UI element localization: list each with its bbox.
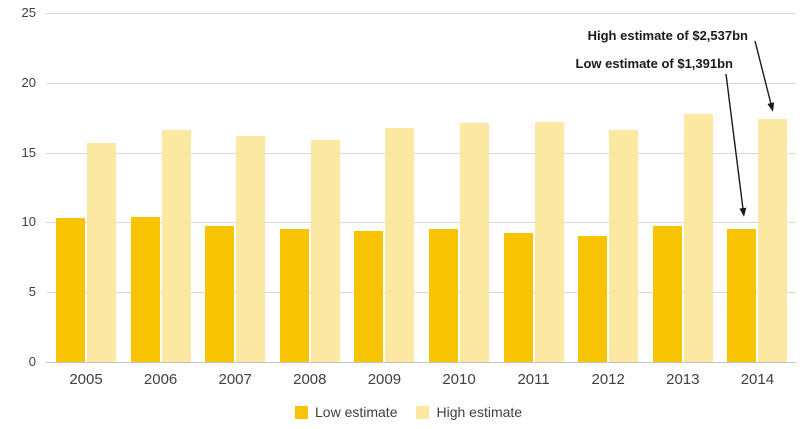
x-label-2013: 2013 [666,371,700,388]
bar-low-2011 [503,233,533,362]
bar-low-2007 [205,226,235,362]
bar-high-2008 [310,140,340,362]
gridline-10 [46,222,796,224]
bar-high-2011 [534,121,564,362]
gridline-25 [46,13,796,15]
y-tick-label-0: 0 [28,353,36,369]
annotation-low-estimate: Low estimate of $1,391bn [575,56,734,71]
bar-high-2006 [161,130,191,362]
bar-low-2014 [727,229,757,362]
legend-item-high: High estimate [416,404,522,420]
gridline-20 [46,82,796,84]
legend-label-high: High estimate [436,404,523,420]
y-tick-label-25: 25 [21,5,36,21]
x-label-2010: 2010 [442,371,476,388]
bar-low-2008 [279,229,309,362]
bar-low-2013 [652,226,682,362]
legend: Low estimate High estimate [295,404,522,420]
gridline-15 [46,152,796,154]
bar-high-2014 [758,119,788,362]
low-estimate-swatch [295,405,308,419]
bar-high-2007 [236,135,266,362]
x-label-2006: 2006 [143,371,178,388]
bar-low-2009 [354,230,384,362]
bar-low-2010 [429,229,458,362]
bar-high-2009 [385,127,415,362]
x-label-2005: 2005 [69,371,103,388]
y-tick-label-20: 20 [21,74,36,90]
legend-label-low: Low estimate [315,404,398,420]
bar-low-2012 [578,236,608,362]
high-estimate-swatch [416,405,430,419]
bar-low-2005 [56,218,85,362]
high-estimate-arrow [754,40,775,112]
x-label-2008: 2008 [293,371,327,388]
legend-item-low: Low estimate [295,404,397,420]
bar-high-2010 [460,123,489,362]
y-tick-label-15: 15 [21,144,36,160]
x-label-2007: 2007 [218,371,252,388]
bar-low-2006 [130,216,160,362]
y-tick-label-10: 10 [21,214,36,230]
gridline-0 [46,361,796,363]
low-estimate-arrow [725,73,747,217]
bar-high-2013 [683,113,713,362]
x-label-2012: 2012 [591,371,625,388]
bar-high-2012 [609,130,639,362]
annotation-high-estimate: High estimate of $2,537bn [587,28,748,43]
x-label-2014: 2014 [740,371,775,388]
x-label-2009: 2009 [367,371,402,388]
bar-high-2005 [87,142,116,362]
y-tick-label-5: 5 [28,284,36,299]
x-label-2011: 2011 [517,371,550,388]
gridline-5 [46,292,796,293]
